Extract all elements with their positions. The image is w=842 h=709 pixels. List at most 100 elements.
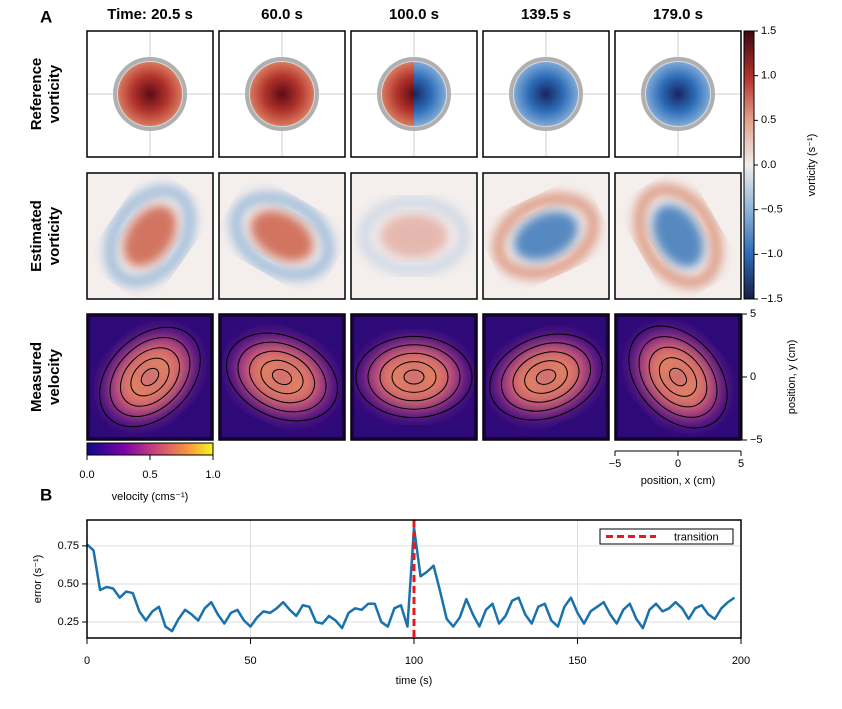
frame [86,313,214,441]
row-label: vorticity [46,64,63,123]
streamline [638,336,718,418]
heatmap [483,314,609,440]
axis-label: velocity (cms⁻¹) [112,491,189,503]
core [513,211,579,261]
streamline [489,333,603,421]
row-label: vorticity [46,206,63,265]
heatmap [351,173,477,299]
frame [86,172,214,300]
ring [358,196,470,276]
tick-label: −1.5 [761,293,783,305]
frame [482,30,610,158]
tick-label: 0.0 [79,469,94,481]
x-axis-label: time (s) [396,675,433,687]
streamline [271,368,293,386]
ring [104,184,196,288]
streamline [524,360,568,394]
frame [86,30,214,158]
x-tick-label: 50 [244,655,256,667]
x-tick-label: 150 [568,655,586,667]
streamline [119,347,181,407]
frame-inner [484,315,608,439]
tick-label: 0 [750,371,756,383]
tick-label: 0.5 [761,114,776,126]
frame [218,313,346,441]
streamline [355,335,473,419]
vortex [646,62,710,126]
streamline [99,326,201,428]
tick-label: −0.5 [761,204,783,216]
streamline [628,325,728,429]
core [380,214,448,258]
ring [633,183,723,289]
tick-label: −5 [609,458,622,470]
y-tick-label: 0.50 [58,578,79,590]
y-axis-label: error (s⁻¹) [32,555,44,604]
speed [359,337,469,417]
tick-label: −5 [750,434,763,446]
streamline [237,341,327,413]
heatmap [219,314,345,440]
panel-label: A [40,7,52,26]
colorbar [86,442,214,456]
vortex [414,62,446,126]
x-tick-label: 100 [405,655,423,667]
streamline [130,357,170,397]
plot-frame [86,519,742,639]
ring [492,192,600,280]
vortex [514,62,578,126]
core [250,210,314,262]
heatmap [87,173,213,299]
y-tick-label: 0.25 [58,616,79,628]
frame-inner [220,315,344,439]
streamline [109,337,191,417]
heatmap [483,31,609,157]
streamline [379,352,449,402]
row-label: Reference [28,58,45,131]
frame [218,172,346,300]
frame [614,30,742,158]
streamline [669,367,687,387]
tick-label: 5 [750,308,756,320]
streamline [391,361,437,393]
colorbar [743,30,755,300]
tick-label: 0 [675,458,681,470]
heatmap [615,173,741,299]
streamline [535,369,557,385]
legend-label: transition [674,531,719,543]
x-tick-label: 200 [732,655,750,667]
frame [350,30,478,158]
core [123,205,177,267]
streamline [248,350,316,404]
row-label: velocity [46,348,63,405]
x-tick-label: 0 [84,655,90,667]
row-label: Estimated [28,200,45,272]
tick-label: −1.0 [761,248,783,260]
streamline [658,357,698,397]
heatmap [615,314,741,440]
vortex [382,62,414,126]
streamline [500,342,592,412]
frame-inner [88,315,212,439]
frame [218,30,346,158]
column-title: 179.0 s [653,6,703,23]
line [86,526,736,633]
heatmap [219,173,345,299]
frame [614,172,742,300]
frame-inner [352,315,476,439]
streamline [403,369,425,385]
heatmap [87,31,213,157]
streamline [140,367,160,387]
tick-label: 1.0 [761,70,776,82]
streamline [260,359,304,395]
core [652,204,704,268]
axis-label: position, y (cm) [786,340,798,415]
tick-label: 5 [738,458,744,470]
frame [482,313,610,441]
column-title: 139.5 s [521,6,571,23]
vortex [250,62,314,126]
heatmap [351,31,477,157]
heatmap [219,31,345,157]
column-title: Time: 20.5 s [107,6,193,23]
streamline [648,346,708,408]
